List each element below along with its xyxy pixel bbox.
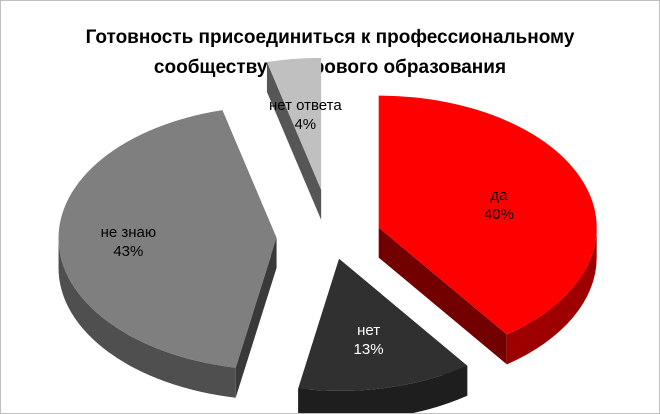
pie-slice-wall-0-1 xyxy=(378,227,507,365)
pie-slice-wall-2-0 xyxy=(235,238,277,398)
slice-category-label-2: не знаю xyxy=(101,224,157,241)
pie-slice-2 xyxy=(58,110,277,398)
slice-value-label-3: 4% xyxy=(294,116,316,133)
pie-slice-wall-3-0 xyxy=(266,62,322,220)
slice-label-2: не знаю 43% xyxy=(101,224,157,260)
slice-label-1: нет 13% xyxy=(354,322,384,358)
chart-title: Готовность присоединиться к профессионал… xyxy=(1,23,659,83)
pie-slice-top-0 xyxy=(378,95,597,335)
slice-label-0: да 40% xyxy=(484,187,514,223)
chart-title-line-1: Готовность присоединиться к профессионал… xyxy=(85,27,575,48)
slice-category-label-3: нет ответа xyxy=(269,97,342,114)
pie-slice-top-3 xyxy=(266,57,322,190)
slice-value-label-2: 43% xyxy=(113,243,143,260)
pie-slice-3 xyxy=(266,57,322,220)
slice-value-label-0: 40% xyxy=(484,206,514,223)
pie-slice-side-1-0 xyxy=(298,365,468,413)
pie-slice-1 xyxy=(298,258,468,413)
slice-value-label-1: 13% xyxy=(354,341,384,358)
slice-label-3: нет ответа 4% xyxy=(269,97,342,133)
pie-slice-0 xyxy=(378,95,597,365)
pie-slice-side-2-0 xyxy=(58,238,236,398)
chart-title-line-2: сообществу цифрового образования xyxy=(153,57,507,78)
pie-slice-side-0-0 xyxy=(506,227,597,365)
pie-slice-top-1 xyxy=(298,258,468,391)
slice-category-label-1: нет xyxy=(357,322,380,339)
pie-slice-top-2 xyxy=(58,110,277,368)
slice-category-label-0: да xyxy=(490,187,508,204)
